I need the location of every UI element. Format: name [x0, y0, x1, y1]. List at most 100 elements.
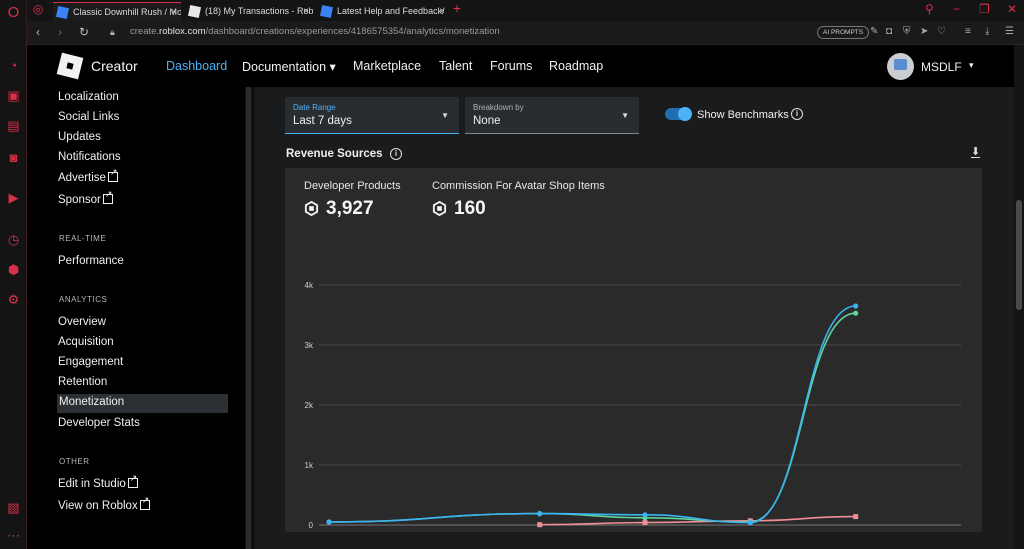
nav-monetization[interactable]: Monetization	[57, 394, 228, 413]
roblox-favicon-icon	[319, 4, 334, 19]
tab-classic-downhill[interactable]: Classic Downhill Rush / Mo ×	[53, 2, 181, 21]
info-icon[interactable]: i	[791, 108, 803, 120]
date-range-label: Date Range	[293, 103, 336, 112]
nav-acquisition[interactable]: Acquisition	[58, 336, 114, 348]
url-field[interactable]: create.roblox.com/dashboard/creations/ex…	[130, 26, 500, 37]
breakdown-value: None	[473, 115, 501, 127]
x-tick-label: Jun 17	[738, 531, 763, 532]
nav-sponsor[interactable]: Sponsor	[58, 189, 113, 206]
menu-icon[interactable]: ≡	[965, 26, 971, 37]
nav-dashboard[interactable]: Dashboard	[166, 59, 228, 73]
heart-icon[interactable]: ♡	[937, 26, 946, 37]
player-icon[interactable]: ▶	[8, 190, 19, 205]
tab-help-feedback[interactable]: Latest Help and Feedback/ ×	[317, 2, 449, 21]
more-icon[interactable]: ⋯	[7, 528, 20, 543]
screenshot-icon[interactable]: ▧	[7, 500, 20, 515]
breakdown-dropdown[interactable]: Breakdown by None ▼	[465, 97, 639, 134]
x-tick-label: Jun 18	[844, 531, 869, 532]
roblox-logo-icon[interactable]	[56, 52, 84, 80]
nav-advertise[interactable]: Advertise	[58, 167, 118, 184]
data-point	[853, 310, 859, 316]
scrollbar-thumb[interactable]	[246, 87, 251, 549]
nav-notifications[interactable]: Notifications	[58, 151, 121, 163]
shield-icon[interactable]: ⛨	[903, 26, 911, 37]
roblox-favicon-icon	[55, 5, 70, 20]
nav-engagement[interactable]: Engagement	[58, 356, 124, 368]
x-tick-label: Jun 14	[422, 531, 447, 532]
data-point	[642, 520, 648, 526]
brand-name[interactable]: Creator	[91, 58, 138, 74]
tab-my-transactions[interactable]: (18) My Transactions - Robl ×	[185, 2, 313, 21]
minimize-icon[interactable]: −	[953, 2, 961, 16]
close-tab-icon[interactable]: ×	[303, 6, 309, 17]
restore-icon[interactable]: ❐	[979, 2, 990, 16]
easy-setup-icon[interactable]: ☰	[1005, 26, 1014, 37]
nav-overview[interactable]: Overview	[58, 316, 106, 328]
page-scrollbar[interactable]	[1014, 45, 1024, 549]
back-icon[interactable]: ‹	[36, 25, 40, 39]
data-point	[537, 522, 543, 528]
download-icon[interactable]: ⬇	[971, 146, 981, 158]
nav-forums[interactable]: Forums	[490, 59, 533, 73]
shop-icon[interactable]: ▣	[7, 88, 20, 103]
scrollbar-thumb[interactable]	[1016, 200, 1022, 310]
roblox-favicon-icon	[187, 4, 202, 19]
x-tick-label: Jun 13	[317, 531, 342, 532]
chevron-down-icon[interactable]: ▾	[969, 60, 974, 70]
nav-marketplace[interactable]: Marketplace	[353, 59, 422, 73]
extensions-icon[interactable]: ⬢	[7, 262, 20, 277]
y-tick-label: 4k	[305, 281, 314, 290]
nav-updates[interactable]: Updates	[58, 131, 101, 143]
section-realtime: REAL-TIME	[59, 234, 107, 243]
opera-logo-icon[interactable]: O	[7, 4, 20, 21]
close-window-icon[interactable]: ✕	[1007, 2, 1018, 16]
nav-developer-stats[interactable]: Developer Stats	[58, 417, 140, 429]
nav-social-links[interactable]: Social Links	[58, 111, 120, 123]
edit-icon[interactable]: ✎	[870, 26, 879, 37]
workspace-icon[interactable]: ◎	[33, 2, 44, 16]
revenue-sources-title: Revenue Sources	[286, 148, 383, 160]
benchmarks-toggle[interactable]	[665, 107, 692, 121]
nav-talent[interactable]: Talent	[439, 59, 473, 73]
lock-icon: 🔒︎	[110, 27, 115, 37]
username[interactable]: MSDLF	[921, 60, 962, 74]
camera-icon[interactable]: ◘	[886, 26, 893, 37]
nav-documentation[interactable]: Documentation ▾	[242, 60, 336, 74]
nav-performance[interactable]: Performance	[58, 255, 124, 267]
close-tab-icon[interactable]: ×	[171, 7, 177, 18]
new-tab-button[interactable]: +	[453, 0, 462, 16]
nav-edit-in-studio[interactable]: Edit in Studio	[58, 473, 138, 490]
external-link-icon	[102, 189, 113, 204]
breakdown-label: Breakdown by	[473, 103, 524, 112]
info-icon[interactable]: i	[390, 148, 402, 160]
address-bar: ‹ › ↻ 🔒︎ create.roblox.com/dashboard/cre…	[27, 21, 1024, 45]
twitch-icon[interactable]: ▤	[7, 118, 20, 133]
data-point	[537, 511, 543, 517]
history-icon[interactable]: ◷	[7, 232, 20, 247]
series-line	[328, 305, 856, 524]
nav-roadmap[interactable]: Roadmap	[549, 59, 604, 73]
nav-localization[interactable]: Localization	[58, 91, 119, 103]
series-line	[539, 515, 856, 526]
forward-icon[interactable]: ›	[58, 25, 62, 39]
instagram-icon[interactable]: ◙	[9, 150, 18, 165]
ai-prompts-button[interactable]: AI PROMPTS	[817, 26, 870, 39]
date-range-dropdown[interactable]: Date Range Last 7 days ▼	[285, 97, 459, 134]
nav-retention[interactable]: Retention	[58, 376, 108, 388]
metric-value-developer-products: 3,927	[326, 198, 374, 219]
section-analytics: ANALYTICS	[59, 295, 108, 304]
browser-sidebar: O ◔ ▣ ▤ ◙ ▶ ◷ ⬢ ⚙ ▧ ⋯	[0, 0, 27, 549]
close-tab-icon[interactable]: ×	[439, 6, 445, 17]
search-tabs-icon[interactable]: ⚲	[925, 2, 934, 16]
y-tick-label: 3k	[305, 341, 314, 350]
creator-top-nav: Creator Dashboard Documentation ▾ Market…	[27, 45, 1014, 87]
nav-view-on-roblox[interactable]: View on Roblox	[58, 495, 150, 512]
reload-icon[interactable]: ↻	[79, 25, 90, 39]
avatar[interactable]	[887, 53, 914, 80]
speed-dial-icon[interactable]: ◔	[9, 58, 18, 73]
send-icon[interactable]: ➤	[920, 26, 929, 37]
settings-icon[interactable]: ⚙	[7, 292, 20, 307]
sidebar-scrollbar[interactable]	[245, 87, 255, 549]
download-icon[interactable]: ⤓	[985, 26, 990, 37]
robux-icon	[432, 201, 447, 216]
